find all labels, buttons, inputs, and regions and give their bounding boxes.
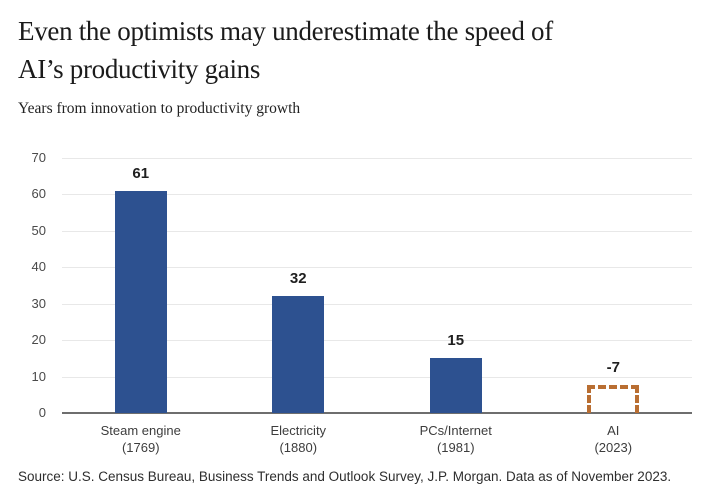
- page-title-line2: AI’s productivity gains: [18, 54, 261, 84]
- bar: [272, 296, 325, 413]
- bar: [429, 358, 482, 413]
- bar-value-label: 15: [447, 332, 465, 350]
- y-axis-tick-label: 70: [31, 150, 46, 165]
- bar-value-label: -7: [606, 358, 620, 376]
- chart-subtitle: Years from innovation to productivity gr…: [18, 100, 301, 117]
- x-axis-label: Electricity (1880): [220, 422, 378, 456]
- gridline: [62, 303, 692, 305]
- x-axis-baseline: [62, 412, 692, 414]
- bar-value-label: 61: [132, 164, 150, 182]
- x-axis-label-name: AI: [607, 423, 620, 438]
- x-axis-label: PCs/Internet (1981): [377, 422, 535, 456]
- x-axis-label: AI (2023): [535, 422, 693, 456]
- y-axis-tick-label: 50: [31, 222, 46, 238]
- x-axis-label-year: (2023): [594, 440, 633, 455]
- gridline: [62, 267, 692, 269]
- y-axis-tick-label: 20: [31, 332, 46, 348]
- y-axis-tick-label: 30: [31, 295, 46, 311]
- gridline: [62, 230, 692, 232]
- x-axis-label-name: PCs/Internet: [419, 423, 492, 438]
- x-axis-label-name: Electricity: [270, 423, 327, 438]
- page-title-line1: Even the optimists may underestimate the…: [18, 16, 553, 46]
- x-axis-label-year: (1981): [436, 440, 475, 455]
- y-axis-tick-label: 40: [31, 259, 46, 275]
- x-axis-label-year: (1769): [121, 440, 160, 455]
- x-axis-label-name: Steam engine: [100, 423, 181, 438]
- y-axis-tick-label: 0: [38, 405, 46, 420]
- y-axis-tick-label: 10: [31, 368, 46, 384]
- gridline: [62, 376, 692, 378]
- y-axis-tick-label: 60: [31, 186, 46, 202]
- gridline: [62, 194, 692, 196]
- page-title: Even the optimists may underestimate the…: [18, 12, 718, 88]
- ai-dashed-bar: [587, 384, 640, 413]
- source-note: Source: U.S. Census Bureau, Business Tre…: [18, 469, 672, 484]
- bar-value-label: 32: [289, 270, 307, 288]
- gridline: [62, 340, 692, 342]
- bar: [114, 190, 167, 413]
- x-axis-label: Steam engine (1769): [62, 422, 220, 456]
- x-axis-label-year: (1880): [279, 440, 318, 455]
- plot-area: 61 Steam engine (1769) 32 Electricity (1880) 1…: [62, 158, 692, 455]
- gridline: [62, 158, 692, 159]
